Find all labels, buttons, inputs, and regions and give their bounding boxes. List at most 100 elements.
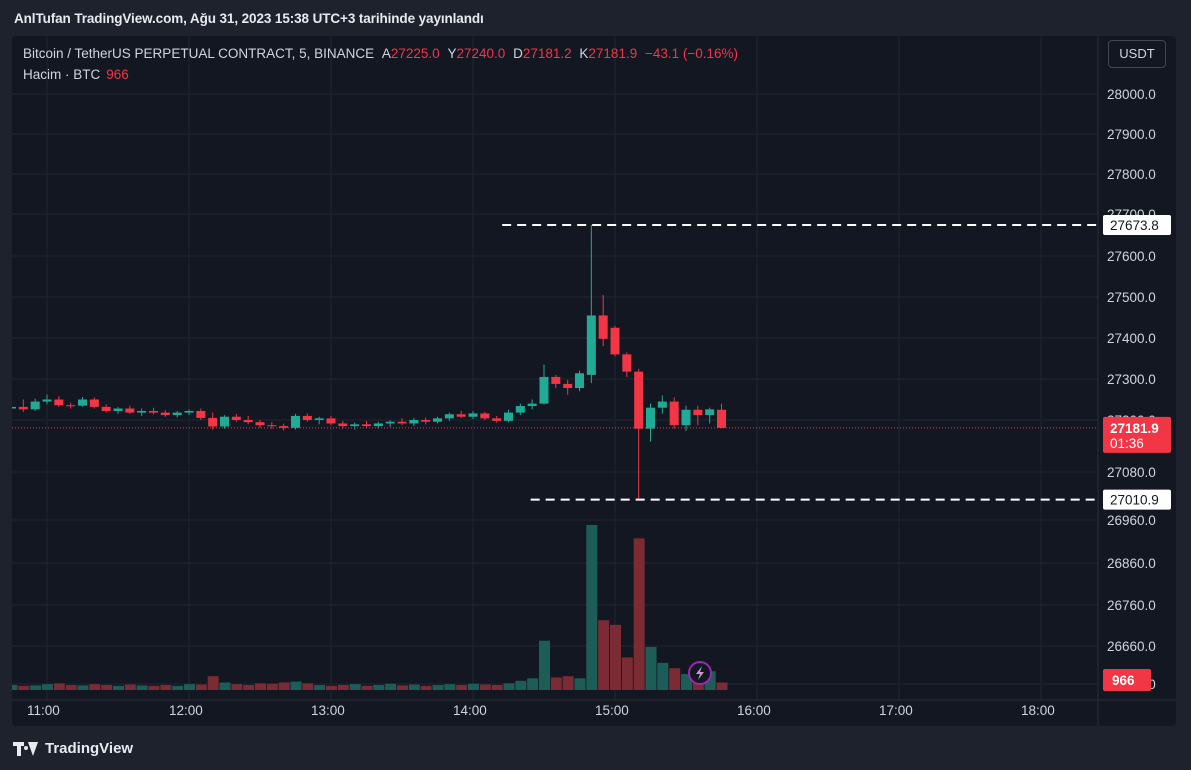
candle-body xyxy=(456,414,466,417)
last-price-badge xyxy=(1103,416,1171,453)
volume-legend: Hacim · BTC 966 xyxy=(23,67,129,82)
volume-bar xyxy=(385,683,397,690)
volume-bar xyxy=(633,538,645,690)
symbol-name[interactable]: Bitcoin / TetherUS PERPETUAL CONTRACT, 5… xyxy=(23,46,375,61)
candle-body xyxy=(539,376,549,404)
publish-header: AnlTufan TradingView.com, Ağu 31, 2023 1… xyxy=(14,11,484,26)
volume-bar xyxy=(278,682,290,690)
candle-body xyxy=(515,406,525,413)
time-tick-label: 15:00 xyxy=(595,703,629,718)
candle-body xyxy=(705,409,715,416)
close-value: 27181.9 xyxy=(588,46,638,61)
candle-body xyxy=(243,420,253,423)
candle-body xyxy=(527,403,537,407)
candle-body xyxy=(444,414,454,419)
time-tick-label: 14:00 xyxy=(453,703,487,718)
price-tick-label: 27600.0 xyxy=(1107,249,1156,264)
tradingview-footer[interactable]: TradingView xyxy=(13,740,133,757)
time-tick-label: 13:00 xyxy=(311,703,345,718)
tradingview-logo-icon xyxy=(13,741,39,756)
volume-bar xyxy=(503,683,515,690)
volume-bar xyxy=(12,684,18,690)
candle-body xyxy=(657,401,667,408)
candle-body xyxy=(279,426,289,428)
high-label: Y xyxy=(447,46,457,61)
brand-text: TradingView xyxy=(45,740,134,757)
price-tick-label: 27300.0 xyxy=(1107,372,1156,387)
candle-body xyxy=(693,409,703,416)
candle-body xyxy=(468,413,478,417)
volume-bar xyxy=(148,685,160,690)
candle-body xyxy=(30,401,40,410)
candle-body xyxy=(622,354,632,372)
horizontal-line-badge xyxy=(1103,215,1171,236)
candle-body xyxy=(480,413,490,419)
price-tick-label: 27900.0 xyxy=(1107,127,1156,142)
volume-value: 966 xyxy=(106,67,129,82)
candle-body xyxy=(196,410,206,418)
candle-body xyxy=(575,373,584,389)
volume-bar xyxy=(30,685,42,690)
chart-panel[interactable]: 28000.0 27900.0 27800.0 27700.0 27600.0 27500… xyxy=(12,36,1176,726)
low-label: D xyxy=(513,46,523,61)
price-tick-label: 26860.0 xyxy=(1107,556,1156,571)
volume-bar xyxy=(373,684,385,690)
candle-body xyxy=(646,407,655,429)
candle-body xyxy=(373,423,383,427)
volume-bar xyxy=(231,684,243,690)
open-label: A xyxy=(381,46,391,61)
time-tick-label: 12:00 xyxy=(169,703,203,718)
volume-bar xyxy=(432,684,444,690)
price-tick-label: 26760.0 xyxy=(1107,598,1156,613)
horizontal-line-label: 27673.8 xyxy=(1110,218,1159,233)
price-tick-label: 27400.0 xyxy=(1107,331,1156,346)
volume-bar xyxy=(397,685,408,690)
symbol-legend: Bitcoin / TetherUS PERPETUAL CONTRACT, 5… xyxy=(23,46,738,61)
candle-body xyxy=(586,315,596,375)
volume-bar xyxy=(704,671,716,690)
candle-body xyxy=(563,383,573,389)
time-tick-label: 18:00 xyxy=(1021,703,1055,718)
volume-bar xyxy=(101,684,113,690)
price-tick-label: 26660.0 xyxy=(1107,639,1156,654)
candle-body xyxy=(669,401,679,426)
candle-body xyxy=(291,415,300,428)
candle-body xyxy=(598,315,608,339)
volume-bar xyxy=(290,681,302,690)
candle-body xyxy=(492,418,502,421)
candle-body xyxy=(255,422,265,426)
volume-bar xyxy=(266,683,278,690)
candle-body xyxy=(433,418,442,422)
candle-body xyxy=(89,399,99,407)
candle-body xyxy=(302,415,312,420)
volume-bar xyxy=(172,685,184,690)
volume-badge-label: 966 xyxy=(1112,673,1135,688)
volume-bar xyxy=(18,685,30,690)
candle-body xyxy=(113,408,123,411)
currency-button[interactable]: USDT xyxy=(1108,40,1166,68)
price-tick-label: 28000.0 xyxy=(1107,87,1156,102)
change-value: −43.1 (−0.16%) xyxy=(644,46,739,61)
candle-body xyxy=(66,405,76,407)
close-label: K xyxy=(579,46,589,61)
open-value: 27225.0 xyxy=(390,46,440,61)
volume-bar xyxy=(444,684,456,690)
candle-body xyxy=(54,399,64,406)
volume-bar xyxy=(207,676,219,690)
candle-body xyxy=(18,406,28,410)
volume-bar xyxy=(65,684,77,690)
volume-bar xyxy=(53,683,65,690)
candle-body xyxy=(101,406,111,411)
candle-body xyxy=(504,412,513,421)
volume-label[interactable]: Hacim · BTC xyxy=(23,67,101,82)
volume-bar xyxy=(195,684,207,690)
volume-bar xyxy=(361,685,373,690)
volume-bar xyxy=(527,678,539,690)
volume-bar xyxy=(314,684,326,690)
volume-bar xyxy=(337,684,349,690)
price-chart[interactable]: 28000.027900.027800.027700.027600.027500… xyxy=(12,36,1176,726)
candle-body xyxy=(362,424,371,427)
candle-body xyxy=(610,327,620,355)
volume-bar xyxy=(645,646,657,690)
volume-bar xyxy=(692,681,704,690)
